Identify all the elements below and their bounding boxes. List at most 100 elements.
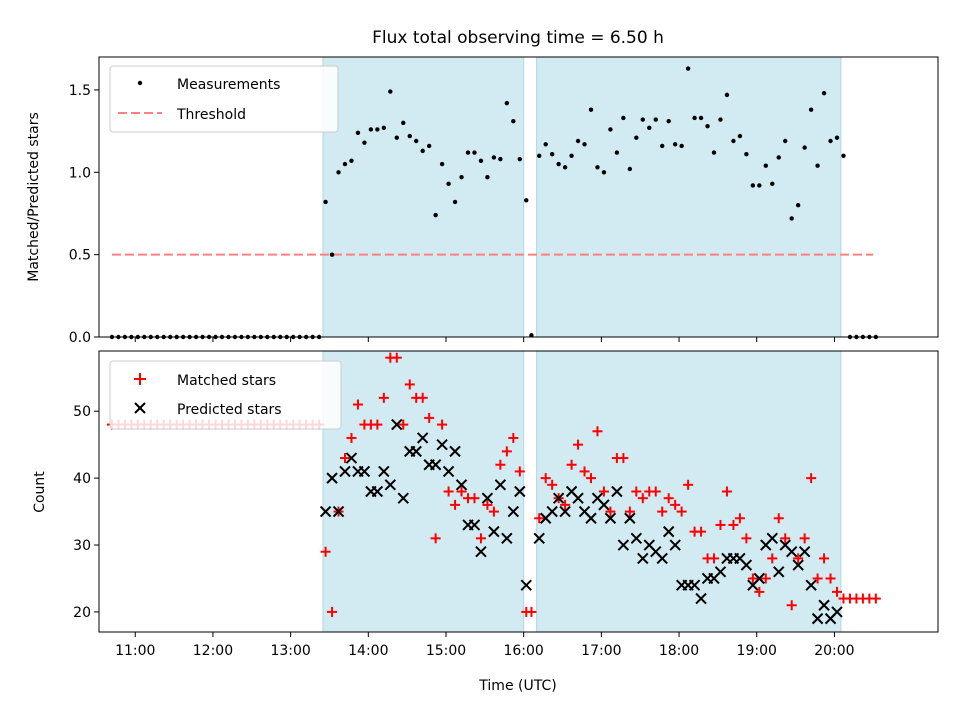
measurement-point — [621, 115, 626, 121]
matched-star-point — [398, 419, 409, 430]
legend-predicted-label: Predicted stars — [177, 402, 282, 418]
predicted-star-point — [662, 525, 675, 538]
predicted-star-point — [572, 492, 584, 504]
predicted-star-point — [481, 492, 494, 504]
predicted-star-point — [792, 559, 804, 571]
matched-star-point — [741, 533, 752, 544]
x-tick-label: 15:00 — [426, 643, 466, 659]
measurement-point — [355, 130, 361, 135]
matched-star-point — [650, 486, 661, 497]
measurement-point — [407, 133, 412, 139]
measurement-point — [634, 135, 639, 140]
predicted-star-point — [669, 539, 681, 551]
matched-star-point — [514, 466, 525, 477]
x-tick-label: 14:00 — [348, 643, 388, 659]
matched-star-point — [320, 546, 331, 557]
measurement-point — [504, 100, 510, 106]
predicted-star-point — [475, 546, 487, 558]
legend-matched-marker — [134, 373, 146, 385]
matched-star-point — [391, 352, 402, 363]
chart-title: Flux total observing time = 6.50 h — [372, 28, 664, 48]
measurement-point — [362, 140, 367, 145]
matched-star-point — [450, 499, 461, 510]
predicted-star-point — [559, 505, 571, 518]
matched-star-point — [526, 606, 537, 617]
measurement-point — [666, 119, 671, 124]
matched-star-point — [605, 506, 616, 517]
matched-star-point — [592, 426, 603, 437]
predicted-star-point — [345, 452, 358, 464]
legend-predicted-marker — [134, 402, 146, 414]
measurement-point — [640, 117, 645, 122]
matched-star-point — [670, 499, 681, 510]
x-tick-label: 16:00 — [503, 643, 543, 659]
measurement-point — [426, 143, 432, 149]
count-panel: 20 30 40 50 11:00 12:00 13:00 14:00 15:00 16:00 1… — [32, 350, 939, 694]
ratio-axes-frame — [98, 56, 939, 338]
predicted-star-point — [520, 579, 532, 591]
measurement-point — [698, 115, 704, 121]
matched-star-point — [547, 479, 558, 490]
matched-star-point — [832, 586, 843, 597]
predicted-star-point — [507, 505, 520, 518]
predicted-star-point — [831, 606, 843, 618]
predicted-star-point — [429, 459, 442, 471]
matched-star-point — [372, 419, 383, 430]
measurement-point — [588, 107, 594, 112]
legend-threshold-label: Threshold — [176, 107, 246, 123]
predicted-star-point — [319, 505, 332, 518]
predicted-star-point — [617, 539, 630, 551]
predicted-star-point — [332, 505, 345, 518]
matched-star-point — [437, 419, 448, 430]
measurement-point — [757, 183, 762, 188]
predicted-star-point — [378, 465, 390, 478]
measurement-point — [342, 161, 348, 167]
matched-star-point — [767, 553, 778, 564]
measurement-point — [388, 89, 393, 94]
predicted-star-point — [637, 552, 649, 565]
predicted-star-point — [384, 479, 397, 491]
predicted-star-point — [416, 432, 429, 444]
matched-star-point — [676, 506, 687, 517]
x-tick-label: 19:00 — [737, 643, 777, 659]
predicted-star-point — [785, 546, 798, 558]
matched-star-point — [579, 466, 590, 477]
ratio-y-axis-label: Matched/Predicted stars — [26, 112, 42, 282]
matched-star-point — [508, 432, 519, 443]
x-axis-label: Time (UTC) — [478, 678, 556, 694]
legend-measurements-label: Measurements — [177, 77, 280, 93]
matched-star-point — [456, 486, 467, 497]
measurement-point — [647, 125, 652, 131]
matched-star-point — [780, 533, 791, 544]
measurement-point — [433, 212, 438, 218]
matched-star-point — [534, 513, 545, 524]
matched-star-point — [870, 593, 881, 604]
observing-interval-shade — [536, 350, 842, 633]
predicted-star-point — [358, 465, 371, 478]
predicted-star-point — [501, 532, 513, 545]
measurement-point — [828, 138, 833, 144]
measurement-point — [537, 153, 542, 159]
measurement-point — [472, 150, 477, 155]
measurement-point — [452, 199, 458, 205]
matched-star-point — [495, 459, 506, 470]
matched-star-point — [754, 586, 765, 597]
predicted-star-point — [630, 532, 643, 545]
ratio-legend: Measurements Threshold — [109, 65, 339, 133]
matched-star-point — [488, 506, 499, 517]
matched-star-point — [819, 553, 830, 564]
x-tick-label: 20:00 — [814, 643, 854, 659]
measurement-point — [517, 156, 522, 162]
x-tick-label: 11:00 — [115, 643, 155, 659]
matched-star-point — [793, 553, 804, 564]
predicted-star-point — [442, 465, 455, 478]
legend-matched-label: Matched stars — [177, 373, 276, 389]
measurement-point — [543, 142, 548, 147]
matched-star-point — [734, 513, 745, 524]
matched-star-point — [618, 453, 629, 464]
matched-star-point — [482, 499, 493, 510]
measurement-point — [329, 252, 335, 257]
matched-star-point — [663, 493, 674, 504]
measurement-point — [608, 127, 613, 132]
matched-star-point — [340, 453, 351, 464]
